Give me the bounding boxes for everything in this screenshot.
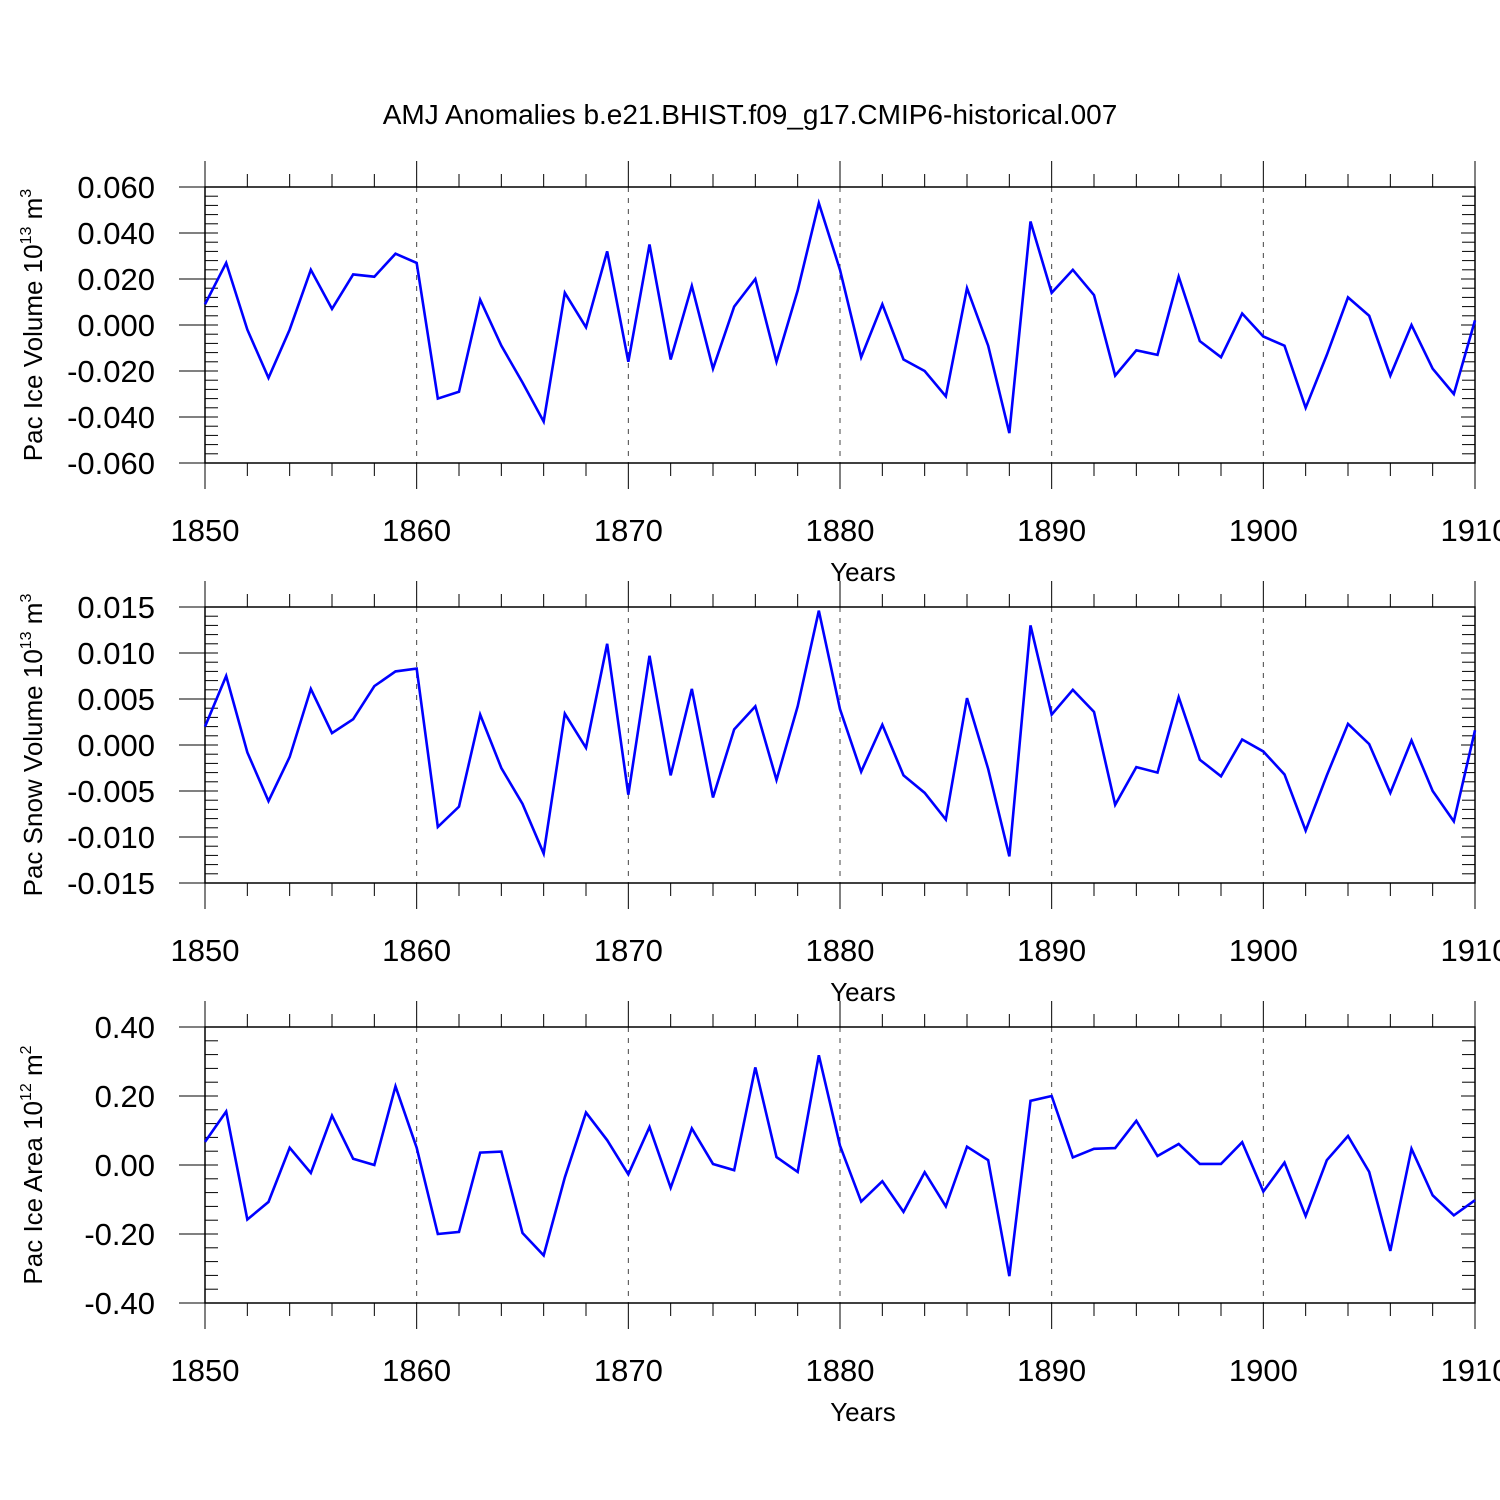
x-tick-label: 1890	[1017, 1353, 1086, 1388]
x-tick-label: 1880	[806, 1353, 875, 1388]
x-axis-label: Years	[830, 977, 896, 1007]
y-tick-label: 0.060	[77, 170, 155, 205]
y-axis-label: Pac Ice Volume 1013 m3	[18, 189, 48, 462]
y-tick-label: -0.015	[67, 866, 155, 901]
x-tick-label: 1860	[382, 513, 451, 548]
panel-3: 0.40 0.20 0.00 -0.20 -0.40 1850 1860 1870 1880 18…	[18, 1001, 1500, 1427]
y-tick-label: 0.010	[77, 636, 155, 671]
x-tick-label: 1900	[1229, 933, 1298, 968]
series-line-1	[203, 198, 1477, 434]
figure-title: AMJ Anomalies b.e21.BHIST.f09_g17.CMIP6-…	[383, 99, 1118, 130]
x-tick-label: 1870	[594, 933, 663, 968]
y-axis-label: Pac Ice Area 1012 m2	[18, 1045, 48, 1284]
y-tick-label: 0.000	[77, 308, 155, 343]
y-tick-label: 0.20	[95, 1079, 155, 1114]
panel-1: 0.060 0.040 0.020 0.000 -0.020 -0.040 -0.060 18…	[18, 161, 1500, 587]
x-tick-label: 1850	[171, 933, 240, 968]
x-tick-label: 1900	[1229, 513, 1298, 548]
y-tick-label: -0.40	[84, 1286, 155, 1321]
x-tick-label: 1880	[806, 933, 875, 968]
x-tick-label: 1860	[382, 933, 451, 968]
x-axis-label: Years	[830, 1397, 896, 1427]
series-line-2	[203, 610, 1477, 859]
y-tick-label: 0.00	[95, 1148, 155, 1183]
x-tick-label: 1850	[171, 1353, 240, 1388]
y-tick-label: -0.060	[67, 446, 155, 481]
y-tick-label: 0.040	[77, 216, 155, 251]
x-tick-label: 1870	[594, 513, 663, 548]
y-tick-label: 0.020	[77, 262, 155, 297]
y-tick-label: -0.020	[67, 354, 155, 389]
y-axis-label: Pac Snow Volume 1013 m3	[18, 594, 48, 897]
x-tick-label: 1860	[382, 1353, 451, 1388]
y-tick-label: -0.010	[67, 820, 155, 855]
panel-2: 0.015 0.010 0.005 0.000 -0.005 -0.010 -0.015 18…	[18, 581, 1500, 1007]
y-tick-label: 0.015	[77, 590, 155, 625]
y-tick-label: -0.040	[67, 400, 155, 435]
x-tick-label: 1870	[594, 1353, 663, 1388]
y-tick-label: -0.005	[67, 774, 155, 809]
x-tick-label: 1890	[1017, 513, 1086, 548]
x-tick-label: 1910	[1441, 513, 1500, 548]
x-tick-label: 1850	[171, 513, 240, 548]
x-tick-label: 1900	[1229, 1353, 1298, 1388]
y-tick-label: 0.005	[77, 682, 155, 717]
x-tick-label: 1910	[1441, 933, 1500, 968]
y-tick-label: -0.20	[84, 1217, 155, 1252]
y-tick-label: 0.40	[95, 1010, 155, 1045]
x-tick-label: 1890	[1017, 933, 1086, 968]
x-tick-label: 1880	[806, 513, 875, 548]
series-line-3	[203, 1054, 1476, 1277]
x-axis-label: Years	[830, 557, 896, 587]
x-tick-label: 1910	[1441, 1353, 1500, 1388]
y-tick-label: 0.000	[77, 728, 155, 763]
